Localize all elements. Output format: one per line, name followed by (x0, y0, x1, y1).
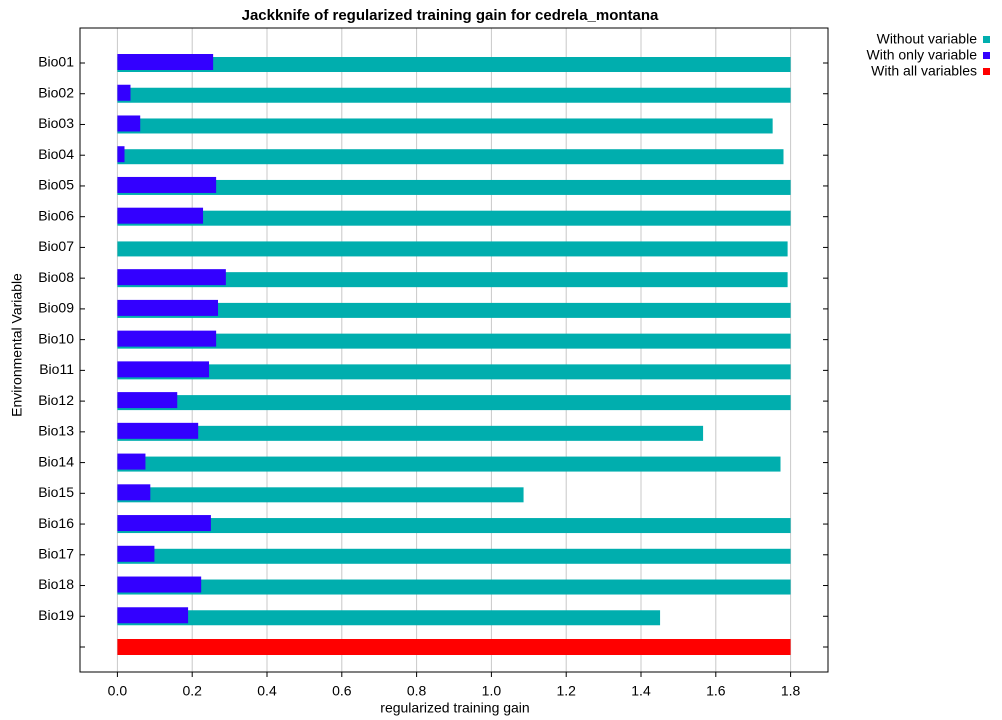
y-tick-label: Bio11 (39, 361, 74, 377)
bar (117, 179, 791, 195)
x-tick-label: 0.2 (182, 683, 202, 699)
bar (117, 545, 155, 562)
bar (117, 115, 141, 132)
chart-title: Jackknife of regularized training gain f… (242, 7, 659, 24)
y-tick-label: Bio17 (38, 545, 74, 561)
bar (117, 87, 791, 103)
x-tick-label: 0.4 (257, 683, 277, 699)
bar (117, 118, 773, 134)
bar (117, 487, 524, 503)
bar (117, 149, 784, 165)
bar (117, 392, 178, 409)
y-tick-label: Bio13 (38, 423, 74, 439)
bar (117, 299, 219, 316)
bar (117, 576, 202, 593)
x-tick-label: 0.8 (407, 683, 427, 699)
x-tick-label: 1.8 (781, 683, 801, 699)
x-axis-label: regularized training gain (380, 700, 529, 716)
legend-swatch (983, 36, 990, 43)
bar (117, 422, 199, 439)
bar (117, 54, 214, 70)
x-tick-label: 1.0 (482, 683, 502, 699)
y-tick-label: Bio16 (38, 515, 74, 531)
bar (117, 57, 791, 72)
y-tick-label: Bio02 (38, 84, 74, 100)
bar (117, 146, 125, 163)
bar (117, 610, 661, 626)
bar (117, 639, 791, 655)
bar (117, 330, 217, 347)
legend-swatch (983, 68, 990, 75)
y-tick-label: Bio07 (38, 238, 74, 254)
legend-swatch (983, 52, 990, 59)
bar (117, 207, 204, 224)
x-tick-label: 0.0 (108, 683, 128, 699)
y-tick-label: Bio04 (38, 146, 74, 162)
bar (117, 484, 151, 501)
bar (117, 453, 146, 470)
bar (117, 364, 791, 380)
x-tick-label: 1.2 (556, 683, 576, 699)
bar (117, 272, 788, 288)
bar (117, 518, 791, 534)
bar (117, 425, 704, 441)
y-tick-label: Bio09 (38, 300, 74, 316)
y-tick-label: Bio10 (38, 330, 74, 346)
bar (117, 210, 791, 226)
bar (117, 456, 781, 472)
bar (117, 302, 791, 318)
bar (117, 269, 226, 286)
bar (117, 333, 791, 349)
y-tick-label: Bio19 (38, 607, 74, 623)
bar (117, 84, 131, 101)
legend-label: Without variable (877, 31, 978, 47)
bar (117, 395, 791, 411)
plot-frame (79, 27, 829, 673)
bar (117, 241, 788, 257)
y-tick-label: Bio06 (38, 207, 74, 223)
y-tick-label: Bio15 (38, 484, 74, 500)
y-tick-label: Bio08 (38, 269, 74, 285)
bar (117, 579, 791, 595)
y-tick-label: Bio18 (38, 576, 74, 592)
bar (117, 548, 791, 564)
y-tick-label: Bio01 (38, 54, 74, 70)
legend-label: With all variables (871, 63, 977, 79)
x-tick-label: 1.4 (631, 683, 651, 699)
legend-label: With only variable (867, 47, 978, 63)
y-tick-label: Bio12 (38, 392, 74, 408)
bar (117, 176, 217, 193)
bar (117, 515, 211, 532)
x-tick-label: 1.6 (706, 683, 726, 699)
bar (117, 607, 189, 624)
y-tick-label: Bio03 (38, 115, 74, 131)
y-axis-label: Environmental Variable (9, 273, 25, 417)
y-tick-label: Bio14 (38, 453, 74, 469)
y-tick-label: Bio05 (38, 177, 74, 193)
bar (117, 361, 210, 378)
x-tick-label: 0.6 (332, 683, 352, 699)
